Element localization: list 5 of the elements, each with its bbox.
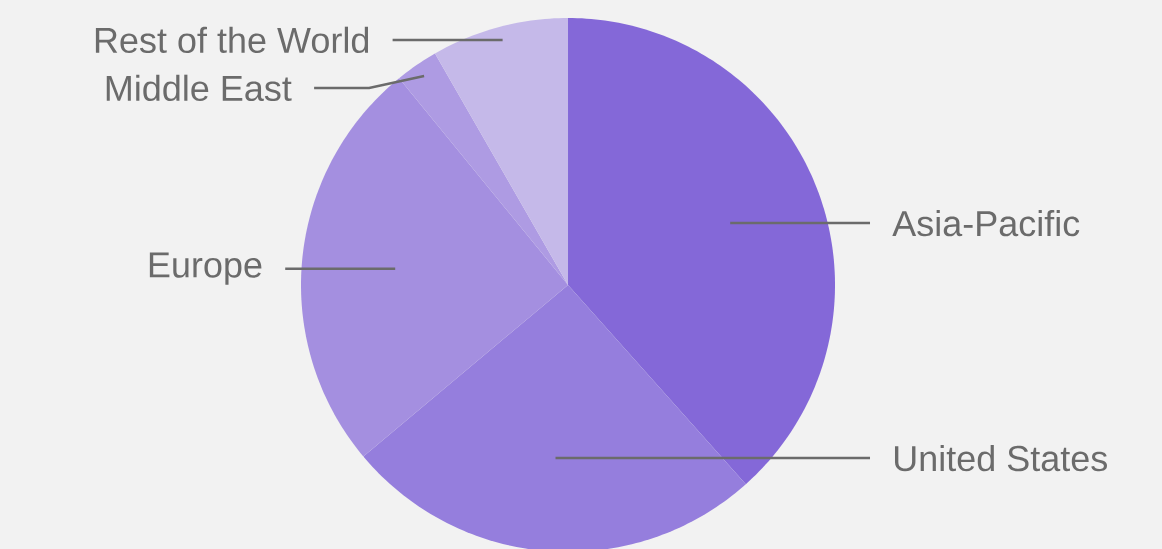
slice-label: Middle East	[106, 74, 292, 102]
slice-label: Rest of the World	[95, 26, 369, 54]
slice-label: United States	[894, 444, 1107, 472]
slice-label: Asia-Pacific	[892, 209, 1080, 237]
slice-label: Europe	[149, 252, 262, 285]
